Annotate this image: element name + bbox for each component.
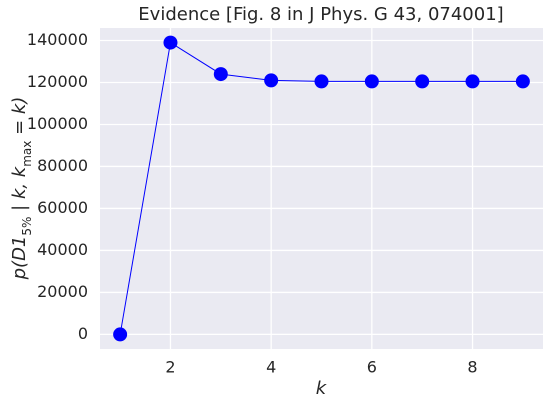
y-axis-label: p(D15% | k, kmax = k) — [9, 97, 34, 281]
x-tick-label: 6 — [367, 358, 377, 377]
point — [314, 74, 329, 89]
point — [213, 67, 228, 82]
y-tick-label: 0 — [78, 324, 88, 343]
chart-title: Evidence [Fig. 8 in J Phys. G 43, 074001… — [138, 4, 503, 25]
point — [364, 74, 379, 89]
y-tick-label: 60000 — [37, 198, 88, 217]
y-tick-label: 100000 — [27, 114, 88, 133]
x-axis-label: k — [316, 378, 328, 399]
point — [113, 327, 128, 342]
point — [465, 74, 480, 89]
y-tick-label: 140000 — [27, 30, 88, 49]
y-tick-label: 20000 — [37, 282, 88, 301]
point — [163, 35, 178, 50]
y-tick-label: 80000 — [37, 156, 88, 175]
x-tick-label: 8 — [467, 358, 477, 377]
point — [264, 73, 279, 88]
y-tick-label: 120000 — [27, 72, 88, 91]
point — [415, 74, 430, 89]
x-tick-label: 2 — [165, 358, 175, 377]
x-tick-label: 4 — [266, 358, 276, 377]
point — [515, 74, 530, 89]
y-tick-label: 40000 — [37, 240, 88, 259]
